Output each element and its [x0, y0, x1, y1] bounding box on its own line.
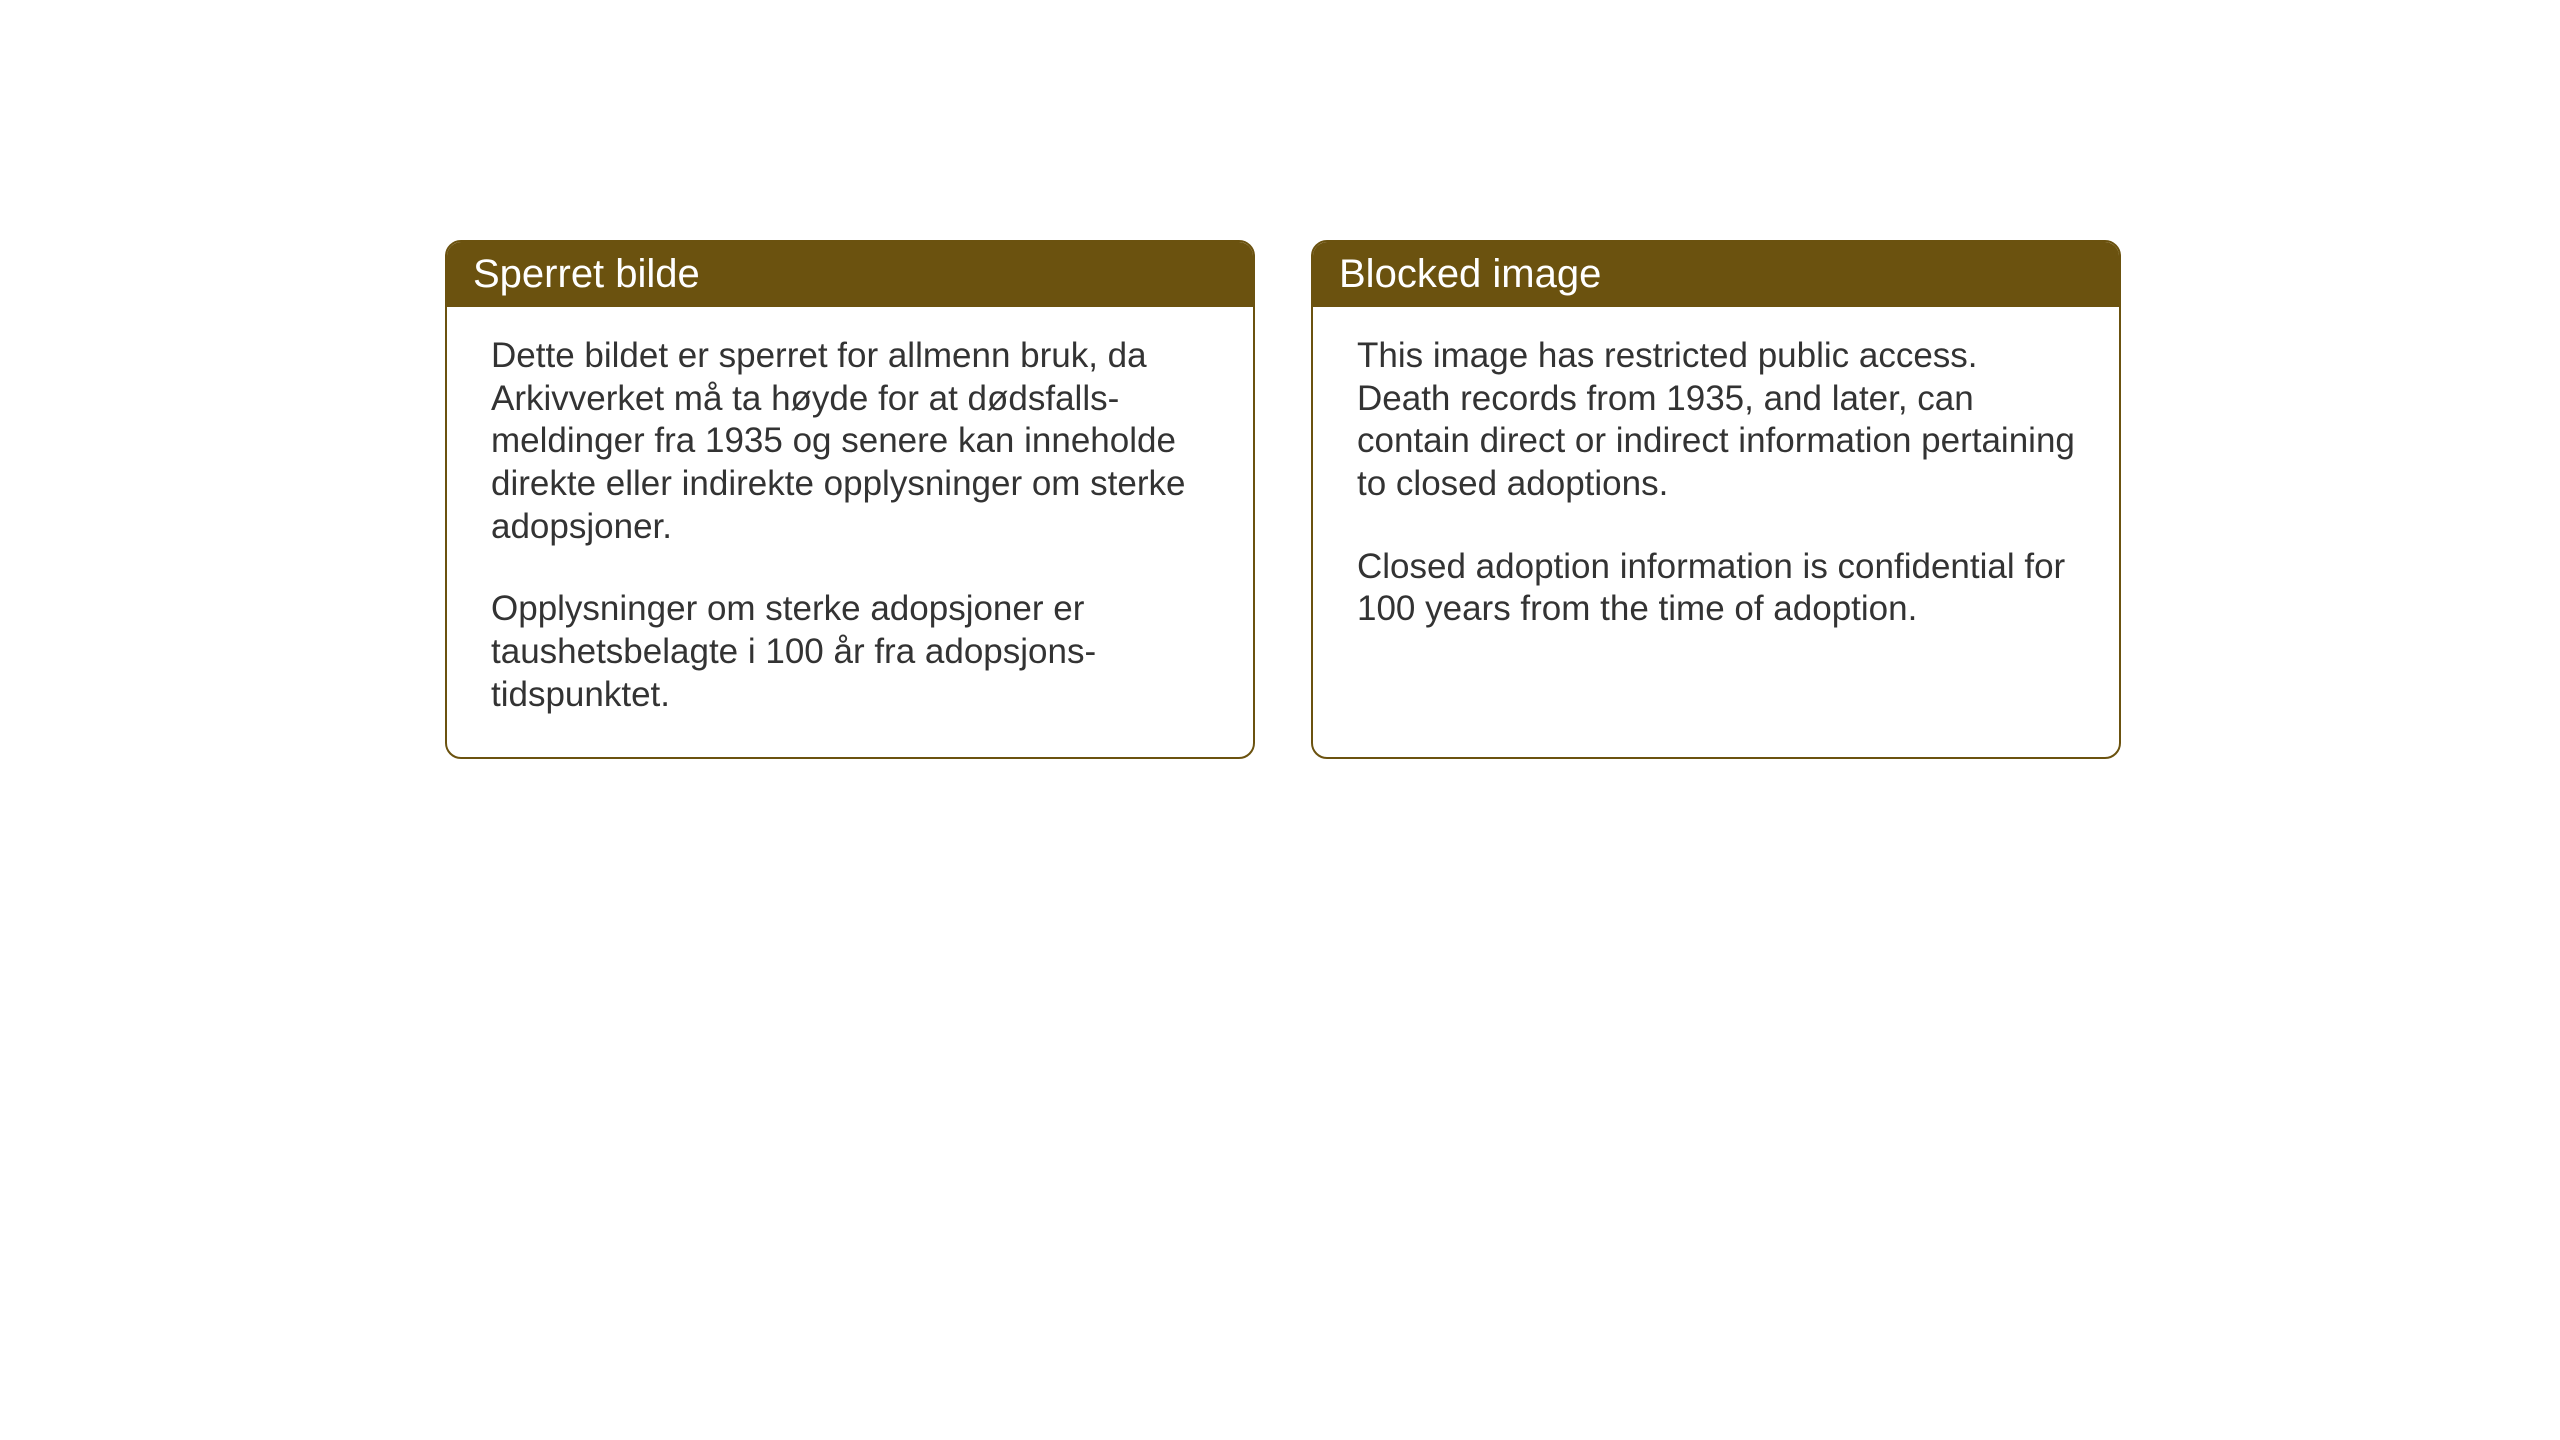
english-card-body: This image has restricted public access.… [1313, 307, 2119, 671]
norwegian-paragraph-2: Opplysninger om sterke adopsjoner er tau… [491, 588, 1209, 716]
english-paragraph-1: This image has restricted public access.… [1357, 335, 2075, 506]
norwegian-notice-card: Sperret bilde Dette bildet er sperret fo… [445, 240, 1255, 759]
norwegian-card-title: Sperret bilde [447, 242, 1253, 307]
english-notice-card: Blocked image This image has restricted … [1311, 240, 2121, 759]
norwegian-paragraph-1: Dette bildet er sperret for allmenn bruk… [491, 335, 1209, 548]
english-paragraph-2: Closed adoption information is confident… [1357, 546, 2075, 631]
notice-container: Sperret bilde Dette bildet er sperret fo… [445, 240, 2121, 759]
english-card-title: Blocked image [1313, 242, 2119, 307]
norwegian-card-body: Dette bildet er sperret for allmenn bruk… [447, 307, 1253, 757]
